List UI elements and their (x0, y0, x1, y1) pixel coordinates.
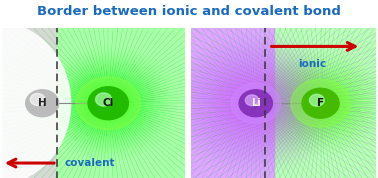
Circle shape (30, 93, 45, 106)
Circle shape (231, 83, 281, 123)
Text: covalent: covalent (64, 158, 115, 168)
Circle shape (234, 86, 277, 121)
Circle shape (303, 89, 338, 117)
Text: Cl: Cl (102, 98, 114, 108)
Text: Li: Li (251, 98, 260, 108)
Circle shape (301, 87, 341, 120)
Bar (191, 28, 274, 178)
Circle shape (220, 74, 292, 132)
Circle shape (102, 98, 115, 109)
Ellipse shape (0, 21, 71, 178)
Circle shape (302, 88, 339, 118)
Circle shape (239, 90, 273, 117)
Circle shape (243, 93, 268, 113)
Circle shape (240, 91, 271, 116)
Circle shape (97, 94, 119, 112)
Circle shape (90, 88, 126, 118)
Text: ionic: ionic (298, 59, 327, 69)
Circle shape (223, 77, 289, 130)
Circle shape (245, 95, 259, 106)
Text: Border between ionic and covalent bond: Border between ionic and covalent bond (37, 5, 341, 18)
Text: F: F (317, 98, 324, 108)
Circle shape (106, 102, 110, 105)
Circle shape (76, 77, 141, 130)
Circle shape (305, 91, 336, 115)
Circle shape (246, 96, 265, 111)
Circle shape (319, 102, 322, 105)
Circle shape (291, 79, 350, 127)
Circle shape (237, 88, 274, 118)
Circle shape (95, 92, 122, 114)
Circle shape (99, 96, 117, 111)
Circle shape (308, 93, 333, 113)
Circle shape (92, 90, 124, 116)
Text: H: H (38, 98, 46, 108)
Circle shape (310, 94, 324, 106)
Circle shape (313, 98, 328, 109)
Circle shape (226, 79, 286, 128)
Circle shape (316, 100, 325, 107)
Bar (57, 28, 185, 178)
Circle shape (311, 95, 330, 111)
Circle shape (252, 100, 259, 106)
Circle shape (88, 87, 129, 120)
Circle shape (26, 90, 59, 117)
Circle shape (249, 98, 262, 109)
Circle shape (231, 84, 280, 123)
Circle shape (96, 93, 112, 106)
Circle shape (229, 81, 283, 125)
Circle shape (104, 100, 112, 107)
